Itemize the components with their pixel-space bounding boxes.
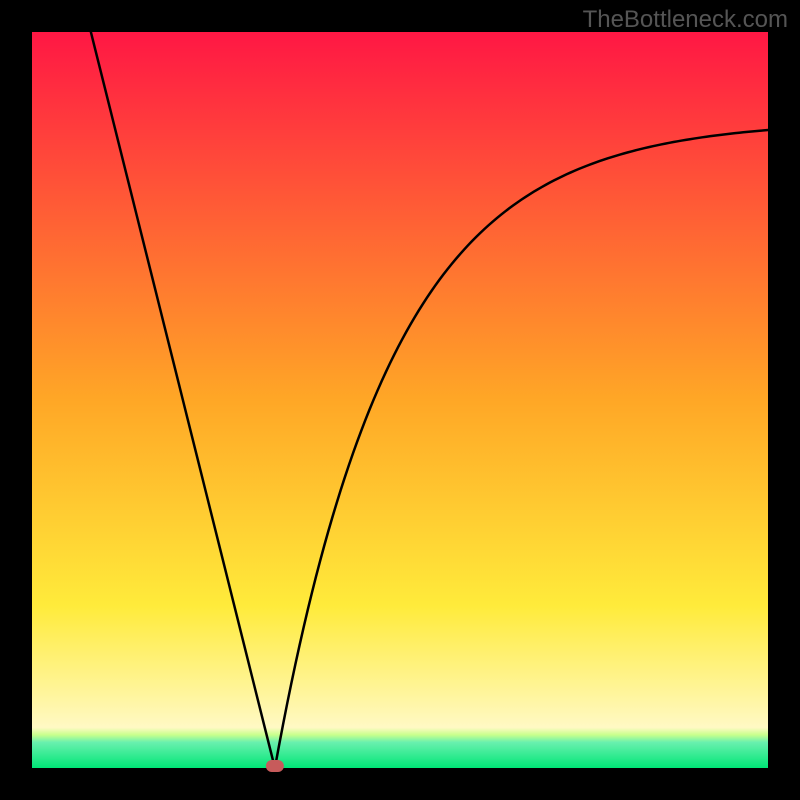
watermark-text: TheBottleneck.com <box>583 6 788 34</box>
chart-background <box>32 32 768 768</box>
bottleneck-chart <box>0 0 800 800</box>
optimal-marker <box>266 760 284 772</box>
chart-container: TheBottleneck.com <box>0 0 800 800</box>
